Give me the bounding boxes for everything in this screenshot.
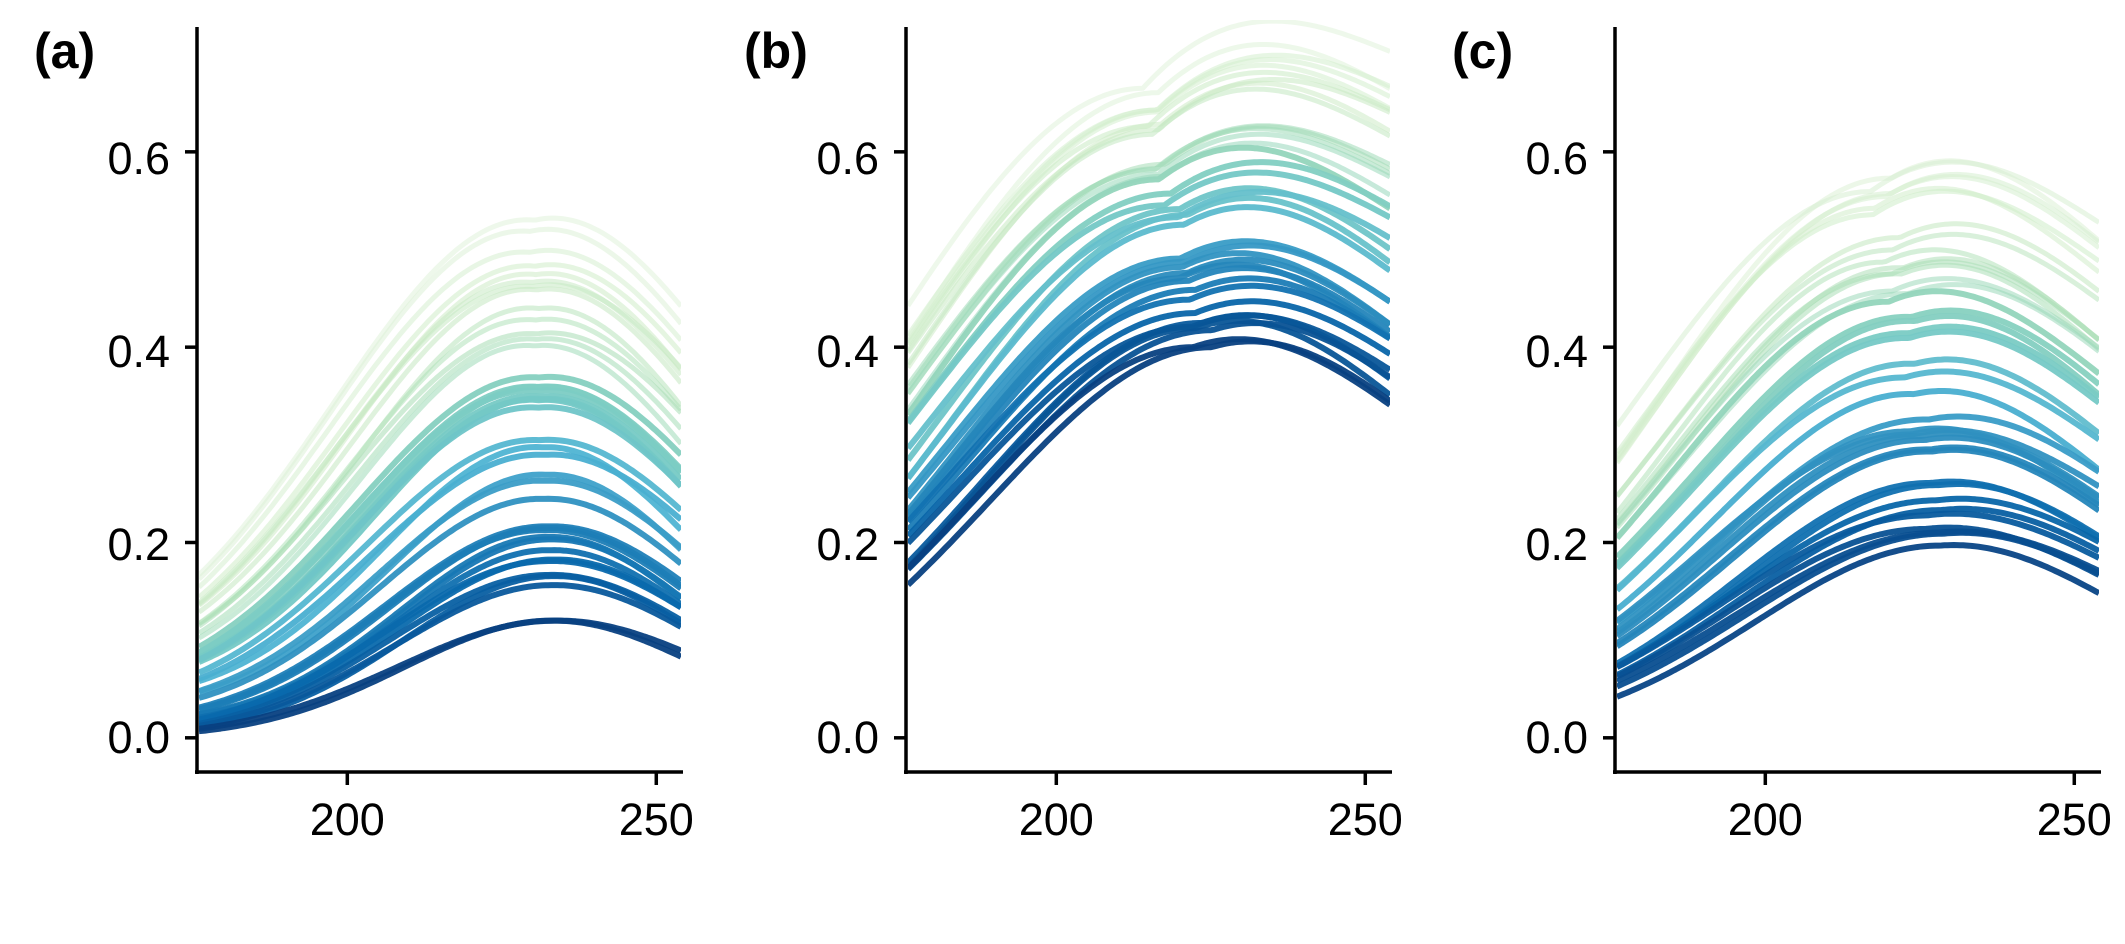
x-ticks-c: 200 250 — [1728, 772, 2112, 845]
series-line — [908, 312, 1390, 546]
series-line — [908, 144, 1390, 417]
series-line — [1617, 510, 2099, 670]
series-line — [908, 20, 1390, 308]
series-line — [1617, 368, 2099, 593]
series-group-c — [1617, 158, 2099, 700]
y-tick-label: 0.0 — [816, 712, 879, 763]
series-line — [908, 265, 1390, 522]
series-line — [1617, 276, 2099, 527]
series-line — [199, 436, 681, 676]
series-line — [908, 282, 1390, 524]
series-line — [1617, 328, 2099, 571]
series-line — [1617, 288, 2099, 541]
x-tick-label: 250 — [619, 794, 694, 845]
series-group-b — [908, 20, 1390, 587]
series-line — [1617, 542, 2099, 700]
y-tick-label: 0.6 — [1525, 133, 1588, 184]
series-line — [1617, 307, 2099, 560]
y-ticks-a: 0.0 0.2 0.4 0.6 — [107, 133, 197, 763]
series-line — [199, 286, 681, 615]
series-line — [908, 86, 1390, 366]
series-line — [908, 338, 1390, 587]
series-line — [1617, 231, 2099, 498]
y-tick-label: 0.6 — [816, 133, 879, 184]
x-tick-label: 250 — [2037, 794, 2112, 845]
series-line — [1617, 388, 2099, 612]
panel-a: (a) 0.0 0.2 0.4 0.6 200 250 — [34, 23, 694, 845]
panel-c: (c) 0.0 0.2 0.4 0.6 200 250 — [1452, 23, 2112, 845]
series-line — [1617, 446, 2099, 649]
series-line — [908, 188, 1390, 451]
series-line — [199, 527, 681, 713]
series-line — [199, 342, 681, 641]
series-line — [1617, 256, 2099, 526]
series-line — [908, 131, 1390, 395]
series-line — [908, 204, 1390, 481]
y-tick-label: 0.2 — [1525, 519, 1588, 570]
y-tick-label: 0.0 — [107, 712, 170, 763]
series-line — [199, 373, 681, 650]
series-line — [908, 298, 1390, 538]
series-line — [1617, 434, 2099, 639]
x-ticks-a: 200 250 — [310, 772, 694, 845]
series-line — [908, 77, 1390, 355]
series-line — [199, 582, 681, 729]
series-line — [199, 617, 681, 732]
series-line — [1617, 188, 2099, 455]
x-tick-label: 200 — [310, 794, 385, 845]
y-tick-label: 0.2 — [816, 519, 879, 570]
x-ticks-b: 200 250 — [1019, 772, 1403, 845]
series-line — [199, 282, 681, 605]
x-tick-label: 250 — [1328, 794, 1403, 845]
series-line — [199, 226, 681, 581]
series-group-a — [199, 215, 681, 735]
series-line — [199, 495, 681, 701]
series-line — [199, 558, 681, 723]
panel-label-b: (b) — [744, 23, 808, 79]
series-line — [1617, 529, 2099, 690]
series-line — [908, 169, 1390, 426]
panel-label-a: (a) — [34, 23, 95, 79]
y-tick-label: 0.6 — [107, 133, 170, 184]
series-line — [908, 317, 1390, 570]
series-line — [908, 275, 1390, 532]
x-tick-label: 200 — [1019, 794, 1094, 845]
series-line — [1617, 427, 2099, 624]
panel-label-c: (c) — [1452, 23, 1513, 79]
y-tick-label: 0.0 — [1525, 712, 1588, 763]
series-line — [199, 387, 681, 656]
series-line — [199, 247, 681, 590]
y-ticks-b: 0.0 0.2 0.4 0.6 — [816, 133, 906, 763]
series-line — [199, 404, 681, 663]
series-line — [199, 262, 681, 600]
series-line — [908, 42, 1390, 341]
series-line — [199, 215, 681, 577]
series-line — [199, 451, 681, 682]
series-line — [199, 330, 681, 629]
y-tick-label: 0.4 — [1525, 326, 1588, 377]
series-line — [1617, 185, 2099, 465]
y-tick-label: 0.2 — [107, 519, 170, 570]
y-tick-label: 0.4 — [107, 326, 170, 377]
x-tick-label: 200 — [1728, 794, 1803, 845]
y-ticks-c: 0.0 0.2 0.4 0.6 — [1525, 133, 1615, 763]
series-line — [908, 126, 1390, 391]
panel-b: (b) 0.0 0.2 0.4 0.6 200 250 — [744, 20, 1403, 845]
series-line — [1617, 159, 2099, 428]
series-line — [908, 242, 1390, 500]
series-line — [199, 336, 681, 636]
y-tick-label: 0.4 — [816, 326, 879, 377]
series-line — [908, 69, 1390, 347]
series-line — [199, 477, 681, 694]
